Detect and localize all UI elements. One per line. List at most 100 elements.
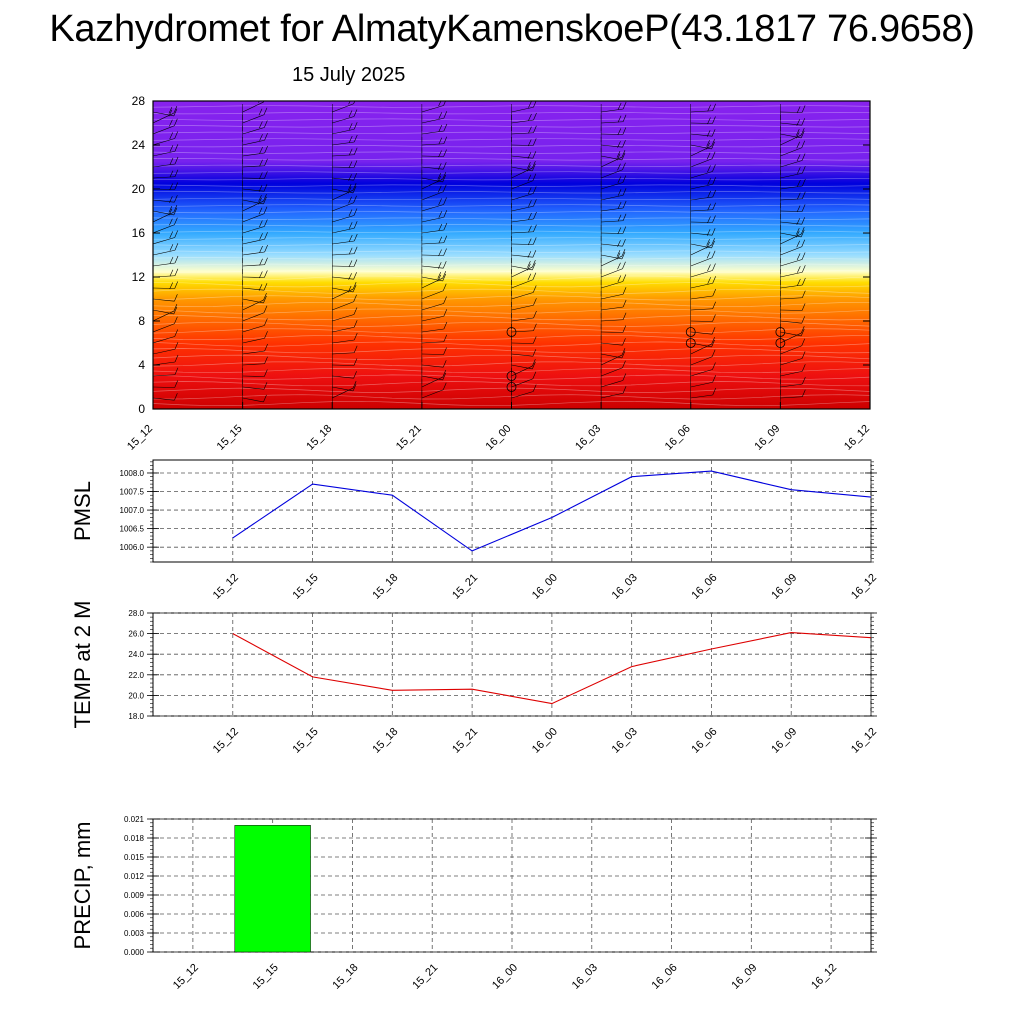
barb-shaft xyxy=(869,321,870,322)
barb-shaft xyxy=(511,342,534,344)
barb-shaft xyxy=(153,176,175,179)
barb-shaft xyxy=(690,171,713,179)
barb-flag xyxy=(169,196,173,203)
wind-barb xyxy=(153,303,178,329)
barb-flag xyxy=(442,261,447,269)
barb-flag xyxy=(264,171,268,179)
barb-shaft xyxy=(153,348,175,355)
barb-flag xyxy=(173,306,178,315)
barb-flag xyxy=(532,173,537,181)
barb-flag xyxy=(528,200,532,207)
wind-barbs xyxy=(153,101,895,406)
barb-flag xyxy=(886,220,889,227)
barb-shaft xyxy=(780,198,803,201)
barb-shaft xyxy=(242,177,265,179)
x-tick-label: 16_12 xyxy=(842,423,872,453)
barb-flag xyxy=(712,164,716,172)
barb-shaft xyxy=(511,166,533,172)
plot-frame xyxy=(152,459,872,563)
barb-flag xyxy=(533,224,537,232)
barb-flag xyxy=(173,207,178,216)
barb-flag xyxy=(616,249,621,257)
barb-flag xyxy=(622,360,626,368)
x-tick-label: 16_12 xyxy=(849,726,879,756)
barb-shaft xyxy=(511,119,534,124)
barb-shaft xyxy=(690,122,713,124)
barb-flag xyxy=(169,218,173,226)
barb-flag xyxy=(800,325,805,334)
page-subtitle: 15 July 2025 xyxy=(292,64,406,86)
barb-shaft xyxy=(153,336,175,344)
barb-flag xyxy=(353,272,357,280)
barb-shaft xyxy=(421,328,444,333)
barb-shaft xyxy=(421,178,443,190)
barb-flag xyxy=(797,179,801,187)
y-tick-label: 1006.0 xyxy=(120,543,145,552)
barb-flag xyxy=(622,325,627,333)
barb-flag xyxy=(801,351,806,359)
wind-barb xyxy=(153,192,178,208)
barb-flag xyxy=(891,120,894,127)
barb-flag xyxy=(801,118,806,126)
barb-flag xyxy=(348,209,353,217)
barb-shaft xyxy=(690,295,713,300)
barb-flag xyxy=(353,101,356,104)
barb-shaft xyxy=(242,188,265,192)
barb-shaft xyxy=(153,237,175,245)
barb-flag xyxy=(443,222,448,231)
barb-flag xyxy=(707,178,711,185)
barb-flag xyxy=(443,123,448,132)
barb-flag xyxy=(437,274,442,282)
barb-flag xyxy=(442,369,447,378)
barb-shaft xyxy=(601,207,624,212)
barb-flag xyxy=(802,364,806,372)
barb-shaft xyxy=(242,199,264,205)
barb-flag xyxy=(353,320,358,328)
barb-shaft xyxy=(690,133,713,137)
barb-flag xyxy=(706,241,710,249)
barb-flag xyxy=(437,172,442,180)
wind-barb xyxy=(421,235,448,252)
barb-shaft xyxy=(690,320,713,322)
barb-flag xyxy=(797,278,801,286)
barb-flag xyxy=(887,242,890,249)
barb-flag xyxy=(442,382,447,390)
barb-flag xyxy=(711,228,716,236)
barb-flag xyxy=(353,208,358,216)
wind-barb xyxy=(511,173,537,197)
barb-shaft xyxy=(511,304,534,311)
barb-shaft xyxy=(869,398,870,399)
barb-shaft xyxy=(242,386,265,390)
barb-flag xyxy=(533,112,537,121)
wind-barb xyxy=(690,263,716,285)
barb-flag xyxy=(263,292,267,301)
wind-barb xyxy=(153,144,179,164)
barb-shaft xyxy=(690,145,712,157)
barb-flag xyxy=(174,354,179,363)
barb-flag xyxy=(174,195,178,203)
barb-shaft xyxy=(332,352,355,355)
x-tick-label: 16_06 xyxy=(689,572,719,602)
barb-flag xyxy=(711,327,716,335)
barb-shaft xyxy=(421,117,444,124)
barb-flag xyxy=(527,251,532,258)
barb-shaft xyxy=(601,144,623,148)
barb-shaft xyxy=(601,182,623,190)
x-tick-label: 15_18 xyxy=(370,726,400,756)
barb-flag xyxy=(622,274,627,282)
barb-flag xyxy=(622,373,627,381)
barb-shaft xyxy=(332,177,354,181)
y-axis-title: TEMP at 2 M xyxy=(70,601,95,729)
barb-flag xyxy=(442,273,447,282)
barb-shaft xyxy=(511,243,534,245)
y-tick-label: 20.0 xyxy=(128,691,144,700)
barb-flag xyxy=(886,121,889,128)
y-tick-label: 1007.0 xyxy=(120,506,145,515)
barb-flag xyxy=(892,181,895,188)
barb-flag xyxy=(438,223,443,231)
barb-flag xyxy=(892,155,895,162)
wind-barb xyxy=(332,170,357,186)
barb-flag xyxy=(706,152,711,160)
barb-shaft xyxy=(601,108,624,113)
barb-flag xyxy=(353,109,358,117)
